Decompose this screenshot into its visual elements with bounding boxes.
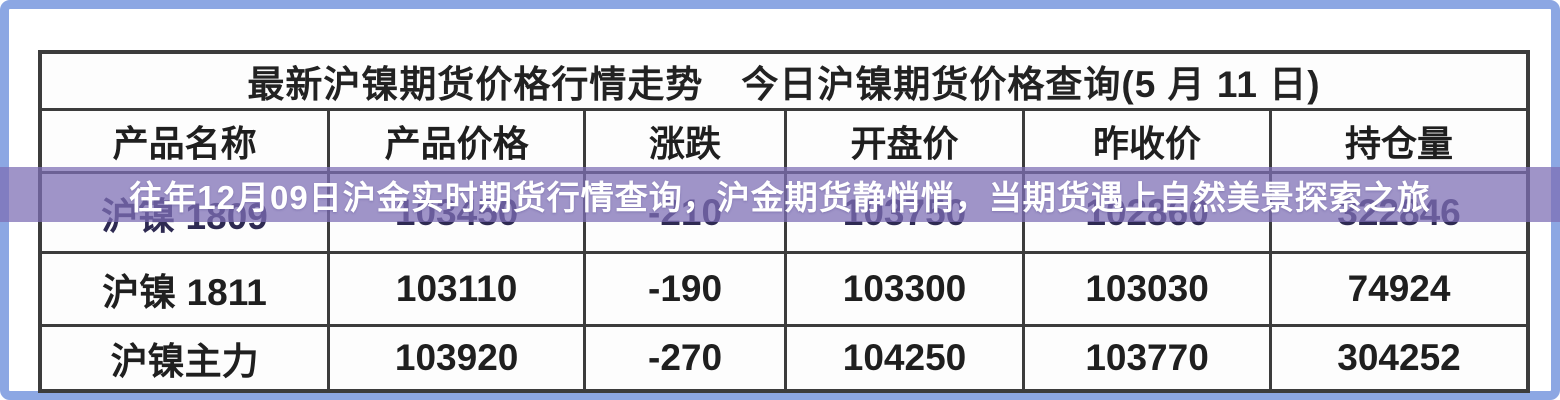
cell-product-name: 沪镍主力 — [38, 324, 331, 393]
cell-open-interest: 74924 — [1269, 251, 1530, 327]
table-row: 沪镍主力 103920 -270 104250 103770 304252 — [38, 324, 1530, 393]
table-title-row: 最新沪镍期货价格行情走势 今日沪镍期货价格查询(5 月 11 日) — [38, 50, 1530, 111]
table-title: 最新沪镍期货价格行情走势 今日沪镍期货价格查询(5 月 11 日) — [38, 50, 1530, 111]
col-header-product-price: 产品价格 — [327, 108, 587, 174]
cell-prev-close: 103030 — [1022, 251, 1273, 327]
col-header-prev-close: 昨收价 — [1022, 108, 1273, 174]
table-row: 沪镍 1811 103110 -190 103300 103030 74924 — [38, 251, 1530, 327]
cell-product-price: 103110 — [327, 251, 587, 327]
col-header-product-name: 产品名称 — [38, 108, 331, 174]
cell-prev-close: 103770 — [1022, 324, 1273, 393]
cell-product-price: 103920 — [327, 324, 587, 393]
cell-open-interest: 304252 — [1269, 324, 1530, 393]
col-header-open-interest: 持仓量 — [1269, 108, 1530, 174]
cell-open-price: 104250 — [783, 324, 1026, 393]
cell-product-name: 沪镍 1811 — [38, 251, 331, 327]
headline-banner-overlay: 往年12月09日沪金实时期货行情查询，沪金期货静悄悄，当期货遇上自然美景探索之旅 — [0, 167, 1560, 222]
cell-open-price: 103300 — [783, 251, 1026, 327]
headline-text: 往年12月09日沪金实时期货行情查询，沪金期货静悄悄，当期货遇上自然美景探索之旅 — [129, 178, 1431, 216]
table-header-row: 产品名称 产品价格 涨跌 开盘价 昨收价 持仓量 — [38, 108, 1530, 174]
cell-change: -270 — [583, 324, 787, 393]
col-header-open-price: 开盘价 — [783, 108, 1026, 174]
cell-change: -190 — [583, 251, 787, 327]
col-header-change: 涨跌 — [583, 108, 787, 174]
